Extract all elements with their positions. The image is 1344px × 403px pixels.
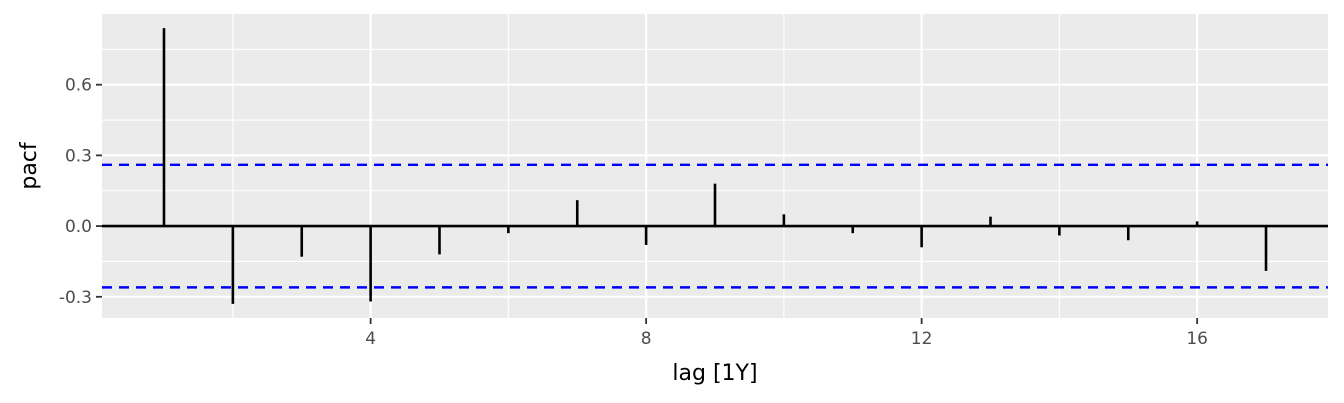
confidence-bounds xyxy=(102,163,1328,289)
y-tick-label: 0.3 xyxy=(65,146,92,166)
y-axis-ticks: -0.3 0.0 0.3 0.6 xyxy=(59,76,102,308)
x-tick-label: 16 xyxy=(1186,329,1208,349)
x-axis-ticks: 4 8 12 16 xyxy=(365,318,1208,349)
x-tick-label: 4 xyxy=(365,329,376,349)
y-tick-label: 0.6 xyxy=(65,76,92,96)
x-tick-label: 12 xyxy=(911,329,933,349)
y-tick-label: -0.3 xyxy=(59,288,92,308)
x-axis-title: lag [1Y] xyxy=(672,361,757,386)
x-tick-label: 8 xyxy=(641,329,652,349)
y-axis-title: pacf xyxy=(17,141,42,190)
pacf-spikes xyxy=(162,28,1268,304)
y-tick-label: 0.0 xyxy=(65,217,92,237)
